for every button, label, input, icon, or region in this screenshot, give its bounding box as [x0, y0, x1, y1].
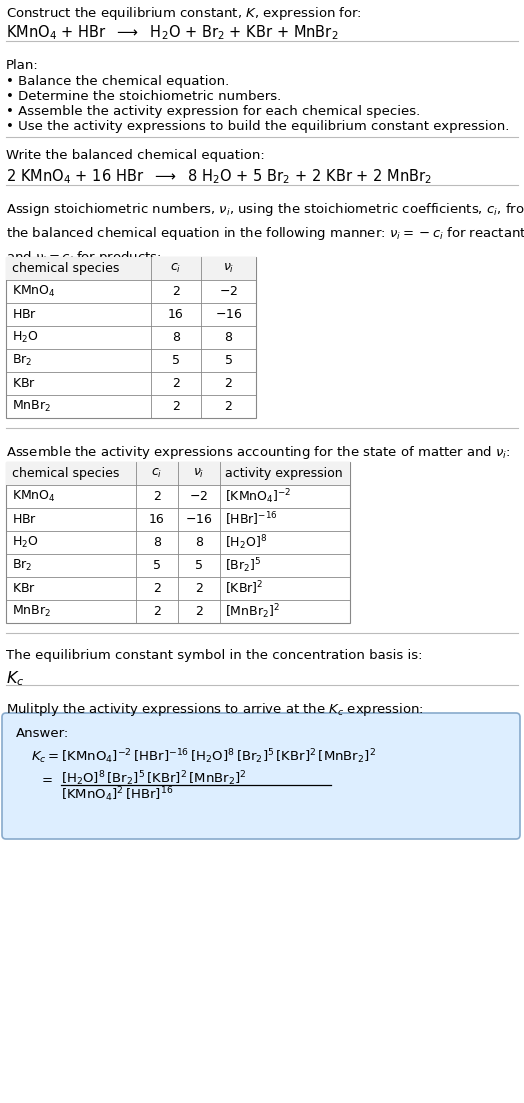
- Text: $[\mathrm{KMnO_4}]^{2}\,[\mathrm{HBr}]^{16}$: $[\mathrm{KMnO_4}]^{2}\,[\mathrm{HBr}]^{…: [61, 785, 173, 804]
- Text: 2: 2: [225, 400, 233, 413]
- Text: $\mathrm{KBr}$: $\mathrm{KBr}$: [12, 582, 36, 595]
- Text: $[\mathrm{HBr}]^{-16}$: $[\mathrm{HBr}]^{-16}$: [225, 511, 278, 528]
- Bar: [6, 257, 256, 280]
- Text: $\mathrm{H_2O}$: $\mathrm{H_2O}$: [12, 330, 39, 345]
- Text: $\mathrm{Br_2}$: $\mathrm{Br_2}$: [12, 353, 32, 368]
- Text: $[\mathrm{H_2O}]^{8}$: $[\mathrm{H_2O}]^{8}$: [225, 533, 267, 552]
- Text: $[\mathrm{Br_2}]^{5}$: $[\mathrm{Br_2}]^{5}$: [225, 556, 261, 575]
- Text: $=$: $=$: [39, 772, 53, 785]
- Text: $[\mathrm{KBr}]^{2}$: $[\mathrm{KBr}]^{2}$: [225, 580, 264, 597]
- Text: Mulitply the activity expressions to arrive at the $K_c$ expression:: Mulitply the activity expressions to arr…: [6, 702, 424, 718]
- Text: 5: 5: [172, 354, 180, 367]
- Text: $\mathrm{HBr}$: $\mathrm{HBr}$: [12, 513, 37, 526]
- Text: $c_i$: $c_i$: [151, 467, 162, 480]
- Text: • Assemble the activity expression for each chemical species.: • Assemble the activity expression for e…: [6, 105, 420, 118]
- Text: $-16$: $-16$: [185, 513, 213, 526]
- Text: • Determine the stoichiometric numbers.: • Determine the stoichiometric numbers.: [6, 90, 281, 103]
- Text: $K_c$: $K_c$: [6, 670, 25, 687]
- Text: 2: 2: [172, 377, 180, 390]
- Bar: [6, 257, 256, 418]
- Text: Plan:: Plan:: [6, 58, 39, 72]
- Text: 2: 2: [172, 285, 180, 298]
- Text: $\nu_i$: $\nu_i$: [193, 467, 205, 480]
- Text: 5: 5: [224, 354, 233, 367]
- FancyBboxPatch shape: [2, 713, 520, 839]
- Text: 2: 2: [153, 582, 161, 595]
- Text: $2\ \mathrm{KMnO_4}$ + $16\ \mathrm{HBr}$  $\longrightarrow$  $8\ \mathrm{H_2O}$: $2\ \mathrm{KMnO_4}$ + $16\ \mathrm{HBr}…: [6, 167, 432, 185]
- Text: chemical species: chemical species: [12, 467, 119, 480]
- Text: activity expression: activity expression: [225, 467, 343, 480]
- Text: Assign stoichiometric numbers, $\nu_i$, using the stoichiometric coefficients, $: Assign stoichiometric numbers, $\nu_i$, …: [6, 201, 524, 267]
- Text: $\mathrm{KBr}$: $\mathrm{KBr}$: [12, 377, 36, 390]
- Text: 8: 8: [195, 536, 203, 549]
- Text: $c_i$: $c_i$: [170, 261, 182, 275]
- Bar: [6, 462, 350, 485]
- Text: $\mathrm{Br_2}$: $\mathrm{Br_2}$: [12, 558, 32, 574]
- Text: • Use the activity expressions to build the equilibrium constant expression.: • Use the activity expressions to build …: [6, 120, 509, 133]
- Text: $\mathrm{HBr}$: $\mathrm{HBr}$: [12, 308, 37, 321]
- Text: Construct the equilibrium constant, $K$, expression for:: Construct the equilibrium constant, $K$,…: [6, 6, 362, 22]
- Text: $[\mathrm{KMnO_4}]^{-2}$: $[\mathrm{KMnO_4}]^{-2}$: [225, 488, 291, 506]
- Text: 5: 5: [195, 559, 203, 572]
- Bar: [6, 462, 350, 623]
- Text: $\mathrm{H_2O}$: $\mathrm{H_2O}$: [12, 535, 39, 550]
- Text: 2: 2: [153, 606, 161, 618]
- Text: $\mathrm{MnBr_2}$: $\mathrm{MnBr_2}$: [12, 399, 51, 414]
- Text: 2: 2: [225, 377, 233, 390]
- Text: $-2$: $-2$: [190, 490, 209, 503]
- Text: 8: 8: [224, 331, 233, 344]
- Text: $\nu_i$: $\nu_i$: [223, 261, 234, 275]
- Text: $\mathrm{KMnO_4}$: $\mathrm{KMnO_4}$: [12, 489, 56, 504]
- Text: 16: 16: [168, 308, 184, 321]
- Text: 16: 16: [149, 513, 165, 526]
- Text: 2: 2: [195, 582, 203, 595]
- Text: $[\mathrm{MnBr_2}]^{2}$: $[\mathrm{MnBr_2}]^{2}$: [225, 602, 280, 621]
- Text: $\mathrm{MnBr_2}$: $\mathrm{MnBr_2}$: [12, 604, 51, 619]
- Text: 2: 2: [195, 606, 203, 618]
- Text: $[\mathrm{H_2O}]^{8}\,[\mathrm{Br_2}]^{5}\,[\mathrm{KBr}]^{2}\,[\mathrm{MnBr_2}]: $[\mathrm{H_2O}]^{8}\,[\mathrm{Br_2}]^{5…: [61, 769, 247, 788]
- Text: Assemble the activity expressions accounting for the state of matter and $\nu_i$: Assemble the activity expressions accoun…: [6, 445, 511, 461]
- Text: $K_c = [\mathrm{KMnO_4}]^{-2}\,[\mathrm{HBr}]^{-16}\,[\mathrm{H_2O}]^{8}\,[\math: $K_c = [\mathrm{KMnO_4}]^{-2}\,[\mathrm{…: [31, 747, 376, 765]
- Text: $\mathrm{KMnO_4}$ + $\mathrm{HBr}$  $\longrightarrow$  $\mathrm{H_2O}$ + $\mathr: $\mathrm{KMnO_4}$ + $\mathrm{HBr}$ $\lon…: [6, 23, 339, 42]
- Text: 2: 2: [172, 400, 180, 413]
- Text: 8: 8: [153, 536, 161, 549]
- Text: The equilibrium constant symbol in the concentration basis is:: The equilibrium constant symbol in the c…: [6, 649, 422, 662]
- Text: $\mathrm{KMnO_4}$: $\mathrm{KMnO_4}$: [12, 283, 56, 299]
- Text: chemical species: chemical species: [12, 263, 119, 275]
- Text: 5: 5: [153, 559, 161, 572]
- Text: $-2$: $-2$: [219, 285, 238, 298]
- Text: Answer:: Answer:: [16, 727, 69, 740]
- Text: • Balance the chemical equation.: • Balance the chemical equation.: [6, 75, 230, 88]
- Text: Write the balanced chemical equation:: Write the balanced chemical equation:: [6, 149, 265, 162]
- Text: 8: 8: [172, 331, 180, 344]
- Text: 2: 2: [153, 490, 161, 503]
- Text: $-16$: $-16$: [215, 308, 242, 321]
